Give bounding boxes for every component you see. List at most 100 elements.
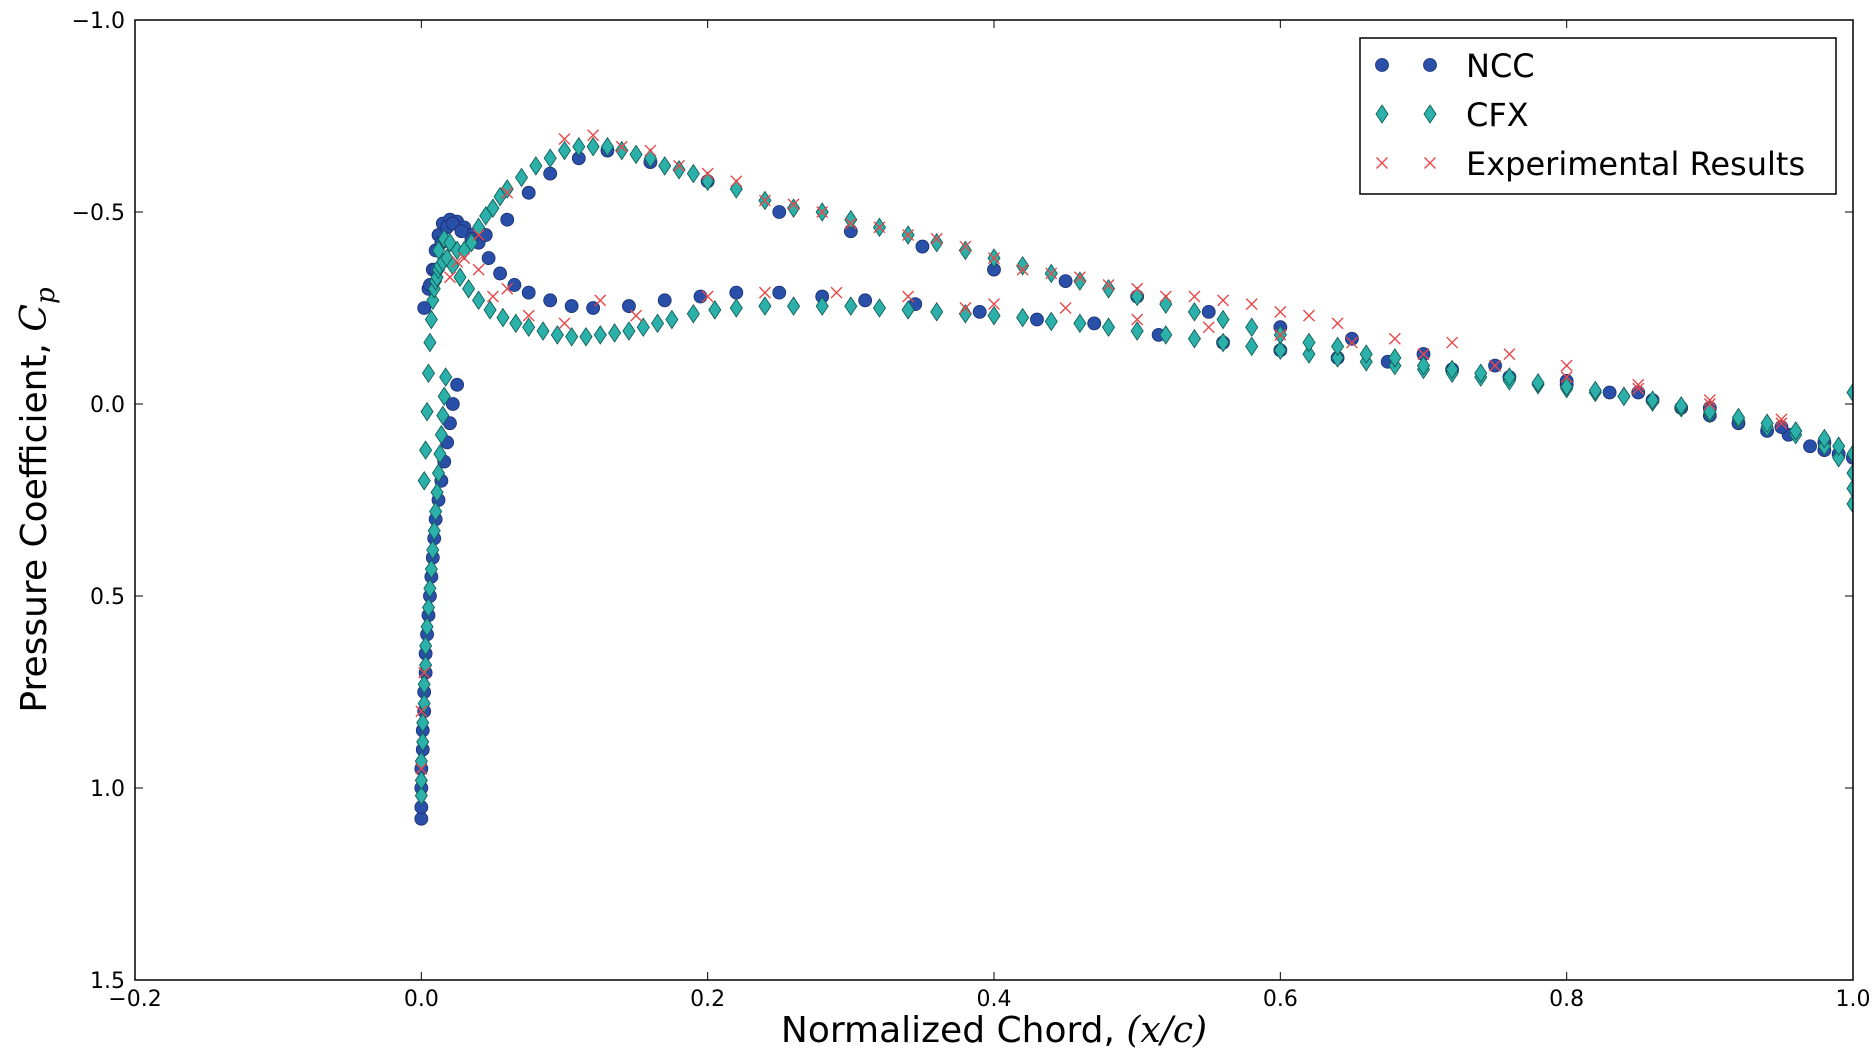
data-point-experimental xyxy=(415,762,428,775)
legend-marker-experimental-2 xyxy=(1424,157,1436,169)
data-point-experimental xyxy=(1703,398,1716,410)
data-point-cfx xyxy=(1760,413,1774,434)
data-point-ncc xyxy=(622,299,636,313)
legend-marker-cfx-2 xyxy=(1423,104,1437,124)
data-point-experimental xyxy=(1188,290,1201,303)
data-point-ncc xyxy=(729,285,744,300)
data-point-cfx xyxy=(417,470,431,491)
data-point-experimental xyxy=(1417,348,1430,361)
data-point-cfx xyxy=(522,317,536,338)
data-point-experimental xyxy=(1388,332,1401,345)
data-point-experimental xyxy=(1775,417,1788,430)
data-point-cfx xyxy=(436,405,450,426)
data-point-cfx xyxy=(1302,344,1316,364)
data-point-cfx xyxy=(500,179,514,199)
data-point-cfx xyxy=(515,167,529,188)
x-axis-label: Normalized Chord, (x/c) xyxy=(781,1010,1207,1051)
data-point-cfx xyxy=(1216,309,1230,330)
data-point-experimental xyxy=(501,186,514,199)
data-point-cfx xyxy=(453,267,467,288)
data-point-experimental xyxy=(1503,348,1516,361)
data-point-cfx xyxy=(1016,255,1030,276)
data-point-cfx xyxy=(987,305,1001,326)
x-tick-label: −0.2 xyxy=(108,987,161,1012)
data-point-experimental xyxy=(787,198,800,211)
data-point-experimental xyxy=(988,252,1000,265)
data-point-cfx xyxy=(433,444,447,464)
data-point-experimental xyxy=(873,221,886,234)
data-point-experimental xyxy=(1632,378,1645,391)
data-point-cfx xyxy=(665,309,679,330)
data-point-cfx xyxy=(1331,348,1345,368)
data-point-cfx xyxy=(787,198,801,218)
data-point-ncc xyxy=(915,239,930,254)
data-point-cfx xyxy=(622,321,636,341)
data-point-cfx xyxy=(1302,332,1316,353)
data-point-cfx xyxy=(419,636,433,656)
data-point-cfx xyxy=(1101,317,1116,338)
data-point-ncc xyxy=(693,289,708,304)
data-point-cfx xyxy=(417,674,431,695)
data-point-cfx xyxy=(1016,307,1030,328)
x-tick-label: 1.0 xyxy=(1836,987,1871,1012)
data-point-experimental xyxy=(472,229,485,242)
data-point-cfx xyxy=(636,317,650,338)
data-point-cfx xyxy=(844,296,858,316)
data-point-cfx xyxy=(1331,336,1345,357)
data-point-cfx xyxy=(1846,478,1853,499)
data-point-experimental xyxy=(415,705,428,718)
legend-label-cfx: CFX xyxy=(1466,96,1529,134)
data-point-experimental xyxy=(644,144,657,157)
data-point-cfx xyxy=(1445,359,1459,380)
data-point-cfx xyxy=(483,300,497,320)
data-point-cfx xyxy=(414,770,428,791)
data-point-ncc xyxy=(493,266,507,281)
y-axis-label: Pressure Coefficient, Cp xyxy=(14,287,61,713)
data-point-cfx xyxy=(686,163,700,184)
data-point-cfx xyxy=(1216,332,1230,353)
y-tick-label: −0.5 xyxy=(72,201,125,226)
data-point-experimental xyxy=(730,175,743,188)
data-point-ncc xyxy=(1602,385,1617,400)
data-point-cfx xyxy=(472,290,486,311)
data-point-cfx xyxy=(426,540,440,560)
data-point-cfx xyxy=(672,159,686,180)
data-point-experimental xyxy=(458,252,471,265)
legend-marker-experimental xyxy=(1376,157,1436,169)
data-point-ncc xyxy=(1631,385,1646,400)
data-point-cfx xyxy=(729,298,743,318)
data-point-experimental xyxy=(1245,298,1258,311)
data-point-ncc xyxy=(500,212,515,227)
legend-marker-cfx xyxy=(1375,104,1437,124)
data-point-cfx xyxy=(1073,313,1087,334)
data-point-experimental xyxy=(1274,305,1287,318)
data-point-cfx xyxy=(930,302,944,322)
data-point-ncc xyxy=(414,811,429,826)
data-point-cfx xyxy=(486,198,500,218)
data-point-experimental xyxy=(1274,328,1287,341)
data-point-experimental xyxy=(1345,336,1358,349)
data-point-cfx xyxy=(1187,302,1201,322)
data-point-experimental xyxy=(522,309,535,322)
legend: NCC CFX Experimental Results xyxy=(1359,37,1837,195)
y-tick-label: 1.0 xyxy=(90,777,125,802)
data-point-experimental xyxy=(1560,359,1573,372)
data-point-cfx xyxy=(1846,382,1853,403)
data-point-cfx xyxy=(1646,390,1660,410)
data-point-cfx xyxy=(787,296,801,316)
legend-marker-ncc-2 xyxy=(1423,58,1437,72)
legend-entry-cfx: CFX xyxy=(1375,96,1529,134)
data-point-cfx xyxy=(423,578,437,599)
data-point-cfx xyxy=(420,401,434,422)
data-point-experimental xyxy=(902,290,915,303)
data-point-cfx xyxy=(416,732,430,752)
data-point-cfx xyxy=(1846,444,1853,464)
data-point-ncc xyxy=(450,377,465,392)
data-point-cfx xyxy=(586,136,600,157)
data-point-cfx xyxy=(1474,363,1488,384)
data-point-cfx xyxy=(1273,340,1287,361)
data-point-cfx xyxy=(872,298,887,318)
data-point-experimental xyxy=(501,282,514,295)
y-axis: −1.0 −0.5 0.0 0.5 1.0 1.5 xyxy=(72,9,1853,994)
data-point-cfx xyxy=(1531,373,1545,393)
